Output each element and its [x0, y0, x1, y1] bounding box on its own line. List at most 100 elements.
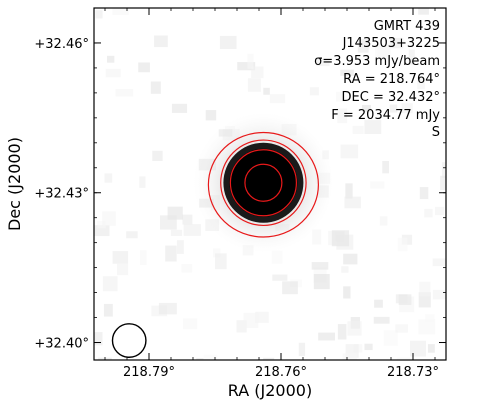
noise-patch: [389, 104, 398, 113]
contour-level-1: [244, 163, 283, 202]
x-tick-labels: 218.79° 218.76° 218.73°: [123, 365, 439, 380]
noise-patch: [107, 55, 115, 63]
noise-patch: [344, 196, 361, 209]
noise-patch: [171, 103, 188, 113]
annotation-dec: DEC = 32.432°: [342, 90, 440, 105]
noise-patch: [247, 53, 254, 69]
noise-patch: [383, 330, 398, 346]
noise-patch: [377, 44, 390, 60]
noise-patch: [364, 120, 382, 134]
noise-patch: [370, 181, 385, 189]
noise-patch: [440, 175, 446, 191]
y-tick-label: +32.40°: [34, 337, 89, 352]
source-emission: [193, 112, 334, 253]
noise-patch: [112, 8, 129, 16]
noise-patch: [397, 357, 413, 360]
noise-patch: [255, 311, 269, 323]
y-tick-label: +32.43°: [34, 187, 89, 202]
noise-patch: [309, 87, 319, 96]
noise-patch: [236, 320, 247, 333]
noise-patch: [150, 81, 161, 94]
noise-patch: [401, 103, 413, 114]
noise-patch: [419, 281, 431, 297]
noise-patch: [176, 240, 184, 254]
noise-patch: [105, 68, 121, 78]
noise-patch: [269, 94, 286, 104]
background-noise: [94, 8, 446, 360]
noise-patch: [158, 302, 177, 315]
noise-patch: [170, 229, 183, 237]
noise-patch: [343, 253, 358, 265]
annotation-flux: F = 2034.77 mJy: [331, 108, 440, 123]
noise-patch: [441, 162, 446, 178]
noise-patch: [374, 299, 383, 308]
y-tick-label: +32.46°: [34, 37, 89, 52]
noise-patch: [424, 208, 433, 218]
noise-patch: [205, 110, 217, 121]
noise-patch: [183, 318, 198, 330]
noise-patch: [140, 250, 147, 265]
contour-level-2: [229, 149, 297, 217]
beam-circle: [111, 323, 147, 358]
noise-patch: [243, 312, 259, 329]
x-axis-label: RA (J2000): [228, 381, 312, 400]
x-tick-label: 218.76°: [255, 365, 307, 380]
noise-patch: [102, 211, 116, 226]
noise-patch: [282, 281, 298, 295]
noise-patch: [97, 220, 106, 229]
noise-patch: [115, 89, 134, 97]
noise-patch: [357, 38, 369, 53]
noise-patch: [212, 248, 221, 258]
noise-patch: [336, 91, 345, 102]
noise-patch: [408, 49, 415, 65]
noise-patch: [398, 294, 412, 305]
noise-patch: [342, 353, 357, 360]
noise-patch: [345, 183, 353, 199]
contour-group: [207, 131, 319, 238]
noise-patch: [337, 324, 347, 340]
noise-patch: [418, 8, 429, 15]
noise-patch: [263, 357, 275, 360]
noise-patch: [379, 216, 388, 226]
noise-patch: [117, 263, 129, 276]
source-annotations: GMRT 439 J143503+3225 σ=3.953 mJy/beam R…: [314, 19, 440, 140]
noise-patch: [154, 35, 168, 48]
noise-patch: [181, 264, 193, 273]
contour-level-3: [220, 139, 307, 227]
noise-patch: [347, 321, 362, 336]
noise-patch: [331, 230, 350, 247]
noise-patch: [337, 108, 348, 124]
annotation-ra: RA = 218.764°: [343, 72, 440, 87]
noise-patch: [382, 160, 390, 174]
annotation-survey: GMRT 439: [374, 19, 440, 34]
source-core: [229, 148, 298, 217]
noise-patch: [215, 253, 227, 270]
noise-patch: [183, 224, 201, 236]
noise-patch: [251, 66, 264, 79]
plot-frame: [93, 7, 447, 361]
noise-patch: [126, 231, 138, 239]
noise-patch: [417, 78, 425, 90]
noise-patch: [298, 342, 306, 357]
noise-patch: [318, 332, 336, 341]
noise-patch: [418, 319, 436, 335]
noise-patch: [219, 35, 237, 49]
noise-patch: [341, 266, 349, 273]
noise-patch: [103, 303, 113, 317]
noise-patch: [94, 332, 103, 346]
noise-patch: [138, 62, 150, 73]
noise-patch: [389, 37, 404, 49]
x-tick-label: 218.73°: [387, 365, 439, 380]
noise-patch: [203, 354, 218, 360]
noise-patch: [247, 78, 261, 92]
noise-patch: [237, 62, 256, 71]
noise-patch: [316, 58, 330, 67]
noise-patch: [104, 173, 113, 183]
noise-patch: [272, 274, 288, 281]
noise-patch: [313, 274, 330, 290]
noise-patch: [102, 276, 118, 292]
noise-patch: [427, 344, 435, 353]
x-tick-label: 218.79°: [123, 365, 175, 380]
noise-patch: [311, 262, 329, 270]
